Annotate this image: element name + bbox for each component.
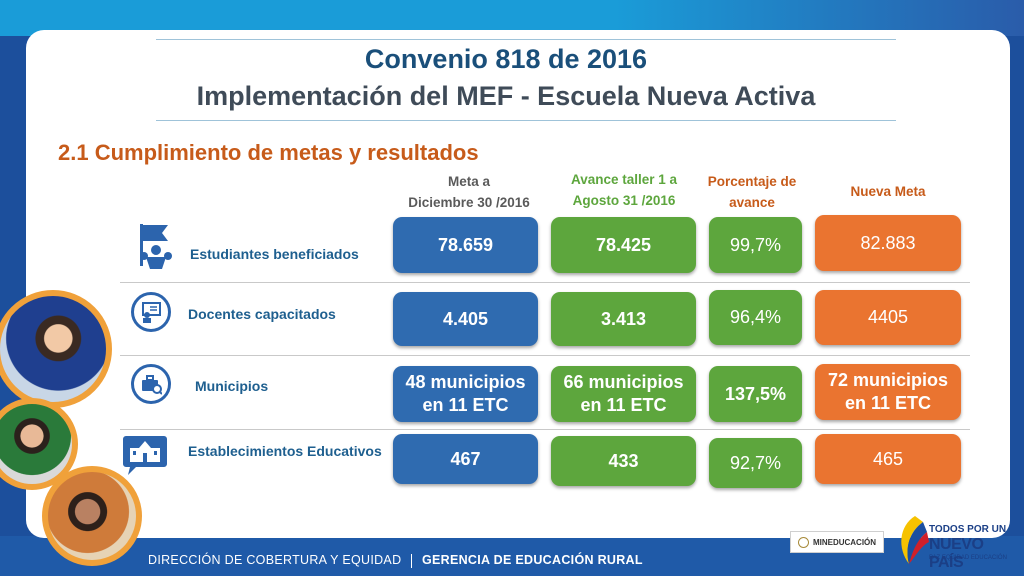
student-photo-3 xyxy=(42,466,142,566)
briefcase-icon xyxy=(131,364,171,404)
footer-separator xyxy=(411,553,413,568)
meta-value-municipios: 48 municipios en 11 ETC xyxy=(393,366,538,422)
school-icon xyxy=(122,434,168,476)
row-divider-3 xyxy=(120,429,970,430)
column-header-meta: Meta a Diciembre 30 /2016 xyxy=(408,174,530,210)
nueva-meta-value-estudiantes: 82.883 xyxy=(815,215,961,271)
footer-text: DIRECCIÓN DE COBERTURA Y EQUIDAD GERENCI… xyxy=(148,553,643,568)
porcentaje-value-estudiantes: 99,7% xyxy=(709,217,802,273)
avance-value-establecimientos: 433 xyxy=(551,436,696,486)
row-label-estudiantes: Estudiantes beneficiados xyxy=(190,246,359,262)
row-divider-1 xyxy=(120,282,970,283)
teacher-icon xyxy=(131,292,171,332)
avance-value-docentes: 3.413 xyxy=(551,292,696,346)
page-subtitle: Implementación del MEF - Escuela Nueva A… xyxy=(196,81,816,111)
section-title: 2.1 Cumplimiento de metas y resultados xyxy=(58,140,479,165)
title-rule-bottom xyxy=(156,120,896,121)
nueva-meta-value-docentes: 4405 xyxy=(815,290,961,345)
nueva-meta-value-establecimientos: 465 xyxy=(815,434,961,484)
nueva-meta-value-municipios: 72 municipios en 11 ETC xyxy=(815,364,961,420)
porcentaje-value-establecimientos: 92,7% xyxy=(709,438,802,488)
title-rule-top xyxy=(156,39,896,40)
students-icon xyxy=(138,222,174,270)
row-divider-2 xyxy=(120,355,970,356)
column-header-nueva-meta: Nueva Meta xyxy=(850,184,926,199)
seal-icon xyxy=(797,536,809,548)
porcentaje-value-municipios: 137,5% xyxy=(709,366,802,422)
meta-value-docentes: 4.405 xyxy=(393,292,538,346)
row-label-municipios: Municipios xyxy=(195,378,269,394)
page-title: Convenio 818 de 2016 xyxy=(364,44,648,74)
meta-value-establecimientos: 467 xyxy=(393,434,538,484)
meta-value-estudiantes: 78.659 xyxy=(393,217,538,273)
porcentaje-value-docentes: 96,4% xyxy=(709,290,802,345)
avance-value-estudiantes: 78.425 xyxy=(551,217,696,273)
column-header-porcentaje: Porcentaje de avance xyxy=(707,174,797,210)
row-label-establecimientos: Establecimientos Educativos xyxy=(188,443,382,459)
avance-value-municipios: 66 municipios en 11 ETC xyxy=(551,366,696,422)
column-header-avance: Avance taller 1 a Agosto 31 /2016 xyxy=(570,172,678,208)
todos-por-un-nuevo-pais-logo: TODOS POR UN NUEVO PAÍS PAZ EQUIDAD EDUC… xyxy=(895,514,1015,574)
row-label-docentes: Docentes capacitados xyxy=(188,306,336,322)
colombia-flag-swoosh-icon xyxy=(901,516,929,564)
mineducacion-logo: MINEDUCACIÓN xyxy=(790,531,884,553)
